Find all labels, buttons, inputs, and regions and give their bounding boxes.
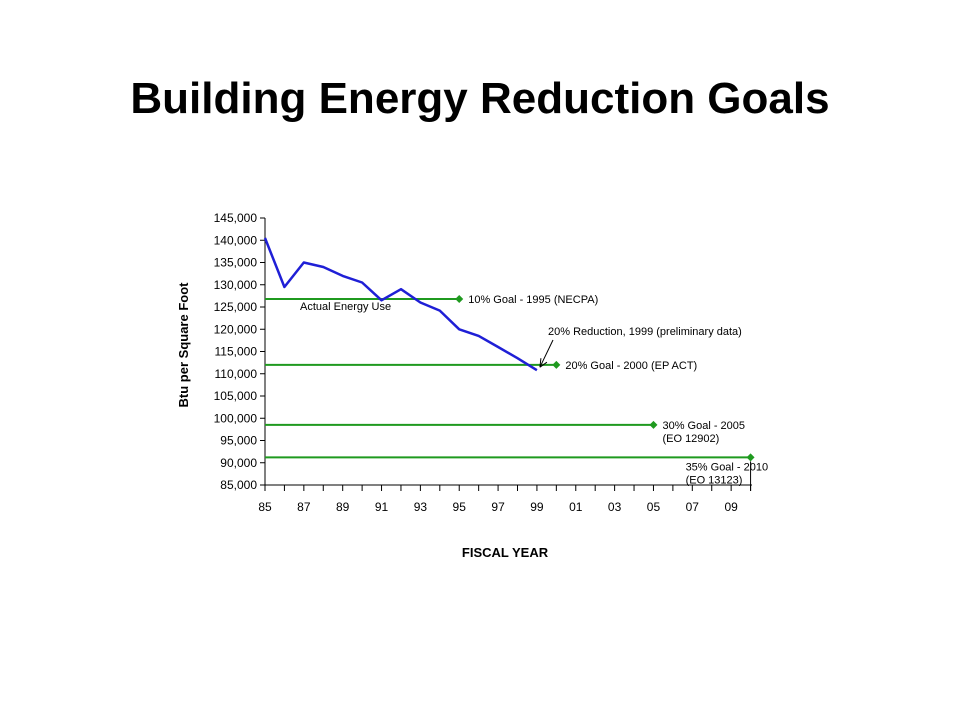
goal-marker xyxy=(455,294,464,303)
series-group xyxy=(263,237,538,372)
x-tick-label: 99 xyxy=(530,500,544,514)
goal-sublabel: (EO 13123) xyxy=(686,474,743,486)
goal-label: 10% Goal - 1995 (NECPA) xyxy=(468,294,598,306)
x-tick-label: 85 xyxy=(258,500,272,514)
y-tick-label: 110,000 xyxy=(215,367,258,381)
y-tick-label: 95,000 xyxy=(220,434,257,448)
y-tick-label: 125,000 xyxy=(214,300,258,314)
goal-marker xyxy=(649,420,658,429)
series-label-actual: Actual Energy Use xyxy=(300,301,391,313)
y-tick-label: 90,000 xyxy=(220,456,257,470)
slide-title: Building Energy Reduction Goals xyxy=(130,74,830,123)
goal-label: 20% Goal - 2000 (EP ACT) xyxy=(565,360,697,372)
y-tick-label: 135,000 xyxy=(214,256,258,270)
y-axis-title: Btu per Square Foot xyxy=(176,282,191,408)
x-tick-label: 03 xyxy=(608,500,622,514)
annotation-label: 20% Reduction, 1999 (preliminary data) xyxy=(548,326,742,338)
goal-label: 35% Goal - 2010 xyxy=(686,461,769,473)
goal-label: 30% Goal - 2005 xyxy=(662,420,745,432)
x-tick-label: 07 xyxy=(686,500,700,514)
x-tick-label: 05 xyxy=(647,500,661,514)
annotation-arrowhead xyxy=(539,358,548,368)
y-tick-label: 120,000 xyxy=(214,322,258,336)
goal-marker xyxy=(552,360,561,369)
goal-lines xyxy=(265,294,755,462)
x-tick-label: 89 xyxy=(336,500,350,514)
x-axis-title: FISCAL YEAR xyxy=(462,545,549,560)
annotation-arrow xyxy=(539,339,554,368)
x-tick-label: 87 xyxy=(297,500,311,514)
x-tick-label: 09 xyxy=(724,500,738,514)
goal-sublabel: (EO 12902) xyxy=(662,433,719,445)
y-tick-label: 145,000 xyxy=(214,211,258,225)
goal-marker xyxy=(746,453,755,462)
x-tick-label: 95 xyxy=(453,500,467,514)
y-tick-label: 115,000 xyxy=(215,345,258,359)
x-tick-label: 91 xyxy=(375,500,389,514)
x-tick-label: 01 xyxy=(569,500,583,514)
chart-axes: 145,000 140,000 135,000 130,000 125,000 120,0… xyxy=(214,211,752,514)
y-tick-label: 100,000 xyxy=(214,411,258,425)
chart-labels: FISCAL YEAR Btu per Square Foot 10% Goal -… xyxy=(176,282,768,560)
y-tick-label: 130,000 xyxy=(214,278,258,292)
x-tick-label: 93 xyxy=(414,500,428,514)
y-tick-label: 140,000 xyxy=(214,233,258,247)
y-tick-label: 85,000 xyxy=(220,478,257,492)
y-tick-label: 105,000 xyxy=(214,389,258,403)
x-tick-label: 97 xyxy=(491,500,505,514)
